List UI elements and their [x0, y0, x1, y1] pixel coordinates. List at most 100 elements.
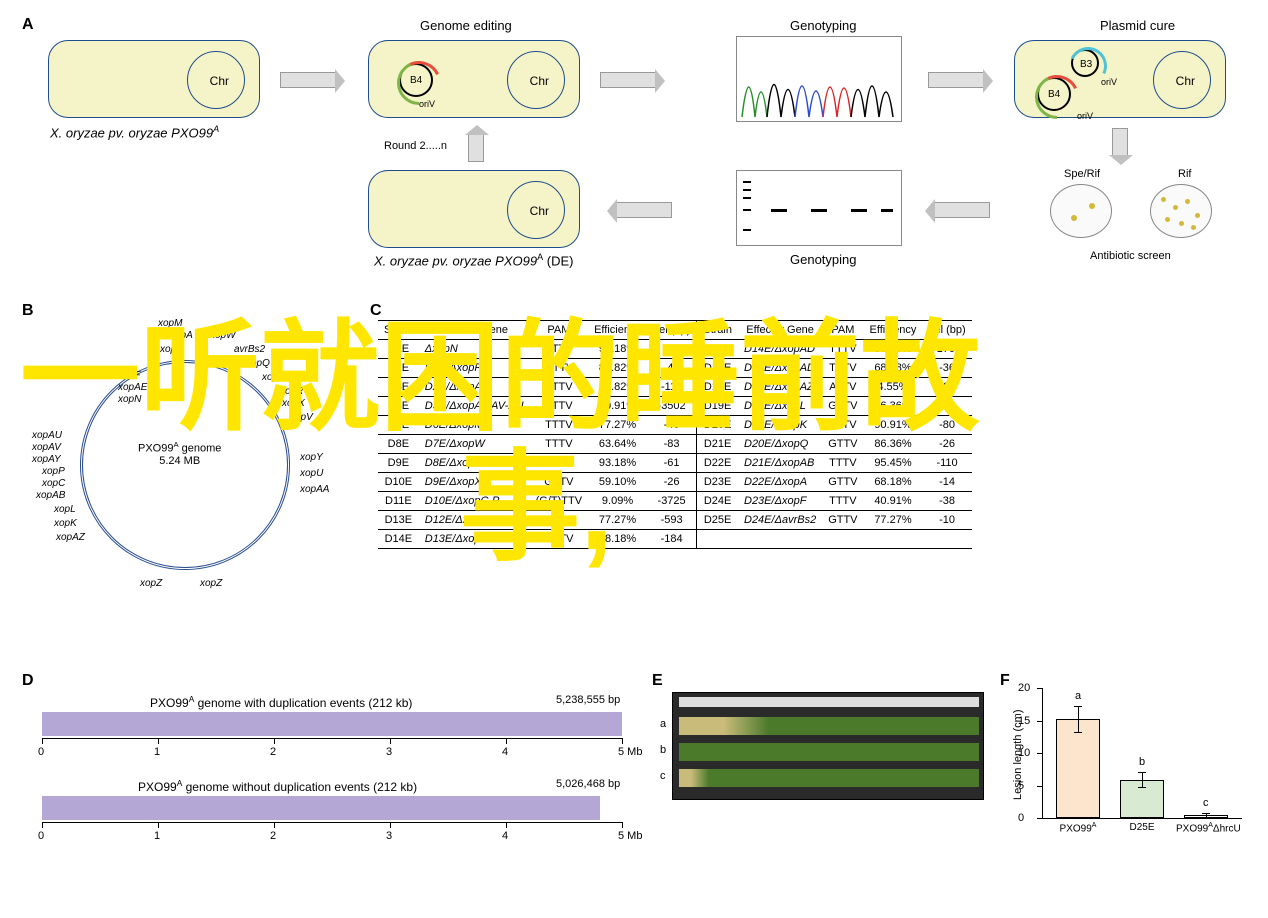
- gb-size: 5.24 MB: [159, 455, 200, 467]
- tick-label: 5 Mb: [618, 746, 642, 758]
- tick: [274, 738, 275, 744]
- table-cell: TTTV: [822, 454, 863, 473]
- cell-cure: Chr B4 B3 oriV oriV: [1014, 40, 1226, 118]
- d-t1: PXO99: [150, 696, 189, 710]
- de-text: X. oryzae pv. oryzae PXO99: [374, 253, 537, 268]
- oriv-1: oriV: [419, 99, 435, 109]
- colony: [1173, 205, 1178, 210]
- arrow-2: [600, 72, 656, 88]
- tick-label: 1: [154, 746, 160, 758]
- table-cell: -26: [647, 473, 697, 492]
- table-cell: [697, 530, 738, 549]
- sig-letter: b: [1139, 756, 1145, 768]
- table-cell: -61: [647, 454, 697, 473]
- cell-de: Chr: [368, 170, 580, 248]
- leaf-image: [672, 692, 984, 800]
- table-cell: D10E: [378, 473, 419, 492]
- axis-2: [42, 822, 622, 823]
- title-editing: Genome editing: [420, 18, 512, 33]
- ytick-label: 10: [1018, 747, 1030, 759]
- tick-label: 3: [386, 830, 392, 842]
- tick: [390, 738, 391, 744]
- colony: [1089, 203, 1095, 209]
- leaf-lbl-b: b: [660, 744, 666, 756]
- bar: [1056, 719, 1100, 818]
- table-cell: -14: [922, 473, 971, 492]
- arrow-1: [280, 72, 336, 88]
- plasmid-b3: B3: [1071, 49, 1099, 77]
- round-label: Round 2.....n: [384, 140, 447, 152]
- gel-band: [743, 197, 751, 199]
- arrow-7: [468, 134, 484, 162]
- d-bp1: 5,238,555 bp: [556, 694, 620, 706]
- table-cell: D11E: [378, 492, 419, 511]
- arrow-5: [934, 202, 990, 218]
- gene-xopZ-1: xopZ: [140, 578, 162, 589]
- tick: [42, 738, 43, 744]
- tick: [158, 822, 159, 828]
- gel-band: [881, 209, 893, 212]
- oriv-3: oriV: [1101, 77, 1117, 87]
- d-bp2: 5,026,468 bp: [556, 778, 620, 790]
- table-cell: -593: [647, 511, 697, 530]
- colony: [1071, 215, 1077, 221]
- panel-d-label: D: [22, 672, 34, 690]
- gene-xopAB: xopAB: [36, 490, 65, 501]
- gel-band: [743, 189, 751, 191]
- colony: [1195, 213, 1200, 218]
- x-label: PXO99A: [1048, 822, 1108, 834]
- tick: [42, 822, 43, 828]
- plasmid-b4-2: B4: [1037, 77, 1071, 111]
- table-cell: 40.91%: [864, 492, 923, 511]
- f-xaxis: [1042, 818, 1242, 819]
- gene-xopU: xopU: [300, 468, 323, 479]
- arrow-3: [928, 72, 984, 88]
- b4-label: B4: [410, 75, 422, 86]
- panel-e-label: E: [652, 672, 663, 690]
- tick-label: 0: [38, 746, 44, 758]
- colony: [1161, 197, 1166, 202]
- sig-letter: c: [1203, 797, 1209, 809]
- tick-label: 3: [386, 746, 392, 758]
- tick: [506, 738, 507, 744]
- tick-label: 2: [270, 746, 276, 758]
- x-label: D25E: [1112, 822, 1172, 833]
- tick: [390, 822, 391, 828]
- ytick: [1037, 786, 1042, 787]
- table-cell: 68.18%: [864, 473, 923, 492]
- table-cell: D22E/ΔxopA: [738, 473, 822, 492]
- table-cell: TTTV: [822, 492, 863, 511]
- table-cell: [922, 530, 971, 549]
- ytick: [1037, 753, 1042, 754]
- errcap: [1074, 706, 1082, 707]
- panel-f-label: F: [1000, 672, 1010, 690]
- gene-xopAY: xopAY: [32, 454, 61, 465]
- table-cell: 77.27%: [864, 511, 923, 530]
- table-cell: [822, 530, 863, 549]
- table-cell: D24E: [697, 492, 738, 511]
- tick: [158, 738, 159, 744]
- errcap: [1138, 772, 1146, 773]
- arrow-4: [1112, 128, 1128, 156]
- colony: [1165, 217, 1170, 222]
- tick: [506, 822, 507, 828]
- d-t2r: genome without duplication events (212 k…: [182, 780, 417, 794]
- f-yaxis: [1042, 688, 1043, 818]
- table-cell: D13E: [378, 511, 419, 530]
- ytick: [1037, 721, 1042, 722]
- d-title2: PXO99A genome without duplication events…: [138, 778, 417, 794]
- gene-xopL: xopL: [54, 504, 76, 515]
- tick: [274, 822, 275, 828]
- table-cell: D22E: [697, 454, 738, 473]
- cell-wt: Chr: [48, 40, 260, 118]
- d-title1: PXO99A genome with duplication events (2…: [150, 694, 412, 710]
- errorbar: [1142, 772, 1143, 788]
- table-cell: -3725: [647, 492, 697, 511]
- ytick-label: 0: [1018, 812, 1024, 824]
- ytick-label: 20: [1018, 682, 1030, 694]
- sig-letter: a: [1075, 690, 1081, 702]
- leaf-c: [679, 769, 979, 787]
- gel: [736, 170, 902, 246]
- errcap: [1074, 732, 1082, 733]
- title-genotyping-1: Genotyping: [790, 18, 857, 33]
